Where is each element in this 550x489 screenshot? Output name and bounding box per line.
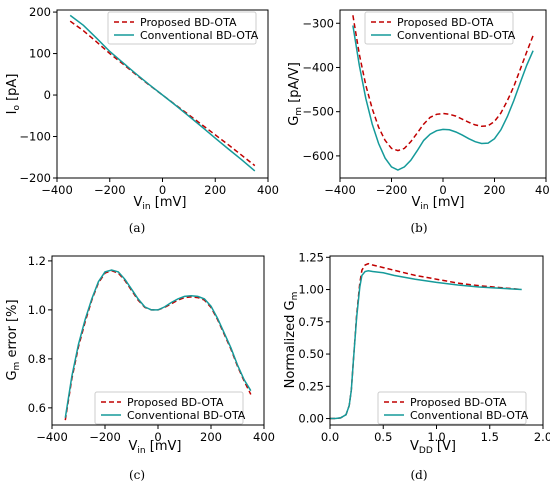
legend-entry-proposed: Proposed BD-OTA <box>397 16 494 29</box>
legend-box <box>94 391 244 425</box>
legend-entry-conventional: Conventional BD-OTA <box>397 29 516 42</box>
x-tick-label: 400 <box>257 183 279 197</box>
x-tick-label: −200 <box>89 430 121 444</box>
y-tick-label: 0.8 <box>28 352 46 366</box>
y-tick-label: 0.75 <box>298 315 324 329</box>
legend-entry-proposed: Proposed BD-OTA <box>140 16 237 29</box>
legend-entry-conventional: Conventional BD-OTA <box>410 409 529 422</box>
y-tick-label: 1.00 <box>298 283 324 297</box>
panel-caption: (b) <box>410 221 427 235</box>
y-tick-label: 100 <box>29 47 51 61</box>
y-axis-label: Normalized Gm <box>283 292 300 389</box>
y-tick-label: −400 <box>302 60 334 74</box>
series-line-proposed <box>352 15 534 152</box>
legend-entry-proposed: Proposed BD-OTA <box>127 396 224 409</box>
y-tick-label: 1.0 <box>28 303 46 317</box>
series-line-proposed <box>69 20 256 167</box>
chart-panel-c: −400 −200 0 200 400 0.6 0.8 1.0 1.2 Vin [mV] Gm er… <box>5 254 275 482</box>
panel-caption: (d) <box>410 468 427 482</box>
panel-caption: (c) <box>129 468 145 482</box>
y-tick-label: −500 <box>302 105 334 119</box>
x-tick-label: 2.0 <box>534 430 550 444</box>
legend-box <box>377 391 527 425</box>
y-axis-label: Gm [pA/V] <box>287 62 304 126</box>
x-tick-label: 200 <box>204 183 226 197</box>
legend-box <box>364 11 514 45</box>
chart-panel-d: 0.0 0.5 1.0 1.5 2.0 0.00 0.25 0.50 0.75 1.00 1.25 V… <box>283 250 550 482</box>
x-axis-label: Vin [mV] <box>129 439 182 456</box>
x-tick-label: 0 <box>159 183 166 197</box>
series-line-conventional <box>330 270 522 420</box>
y-axis-label: Gm error [%] <box>5 299 22 380</box>
x-tick-label: −400 <box>36 430 68 444</box>
y-tick-label: −300 <box>302 16 334 30</box>
y-tick-label: 0 <box>44 88 51 102</box>
x-tick-label: 1.5 <box>481 430 499 444</box>
x-tick-label: 400 <box>253 430 275 444</box>
x-tick-label: 200 <box>200 430 222 444</box>
y-tick-label: 0.25 <box>298 379 324 393</box>
legend-entry-proposed: Proposed BD-OTA <box>410 396 507 409</box>
legend-entry-conventional: Conventional BD-OTA <box>140 29 259 42</box>
x-axis-label: VDD [V] <box>410 439 456 456</box>
y-tick-label: 0.6 <box>28 401 46 415</box>
y-tick-label: −200 <box>19 171 51 185</box>
x-tick-label: 0.0 <box>321 430 339 444</box>
x-tick-label: −200 <box>94 183 126 197</box>
x-tick-label: −400 <box>41 183 73 197</box>
y-tick-label: 1.2 <box>28 254 46 268</box>
x-axis-label: Vin [mV] <box>412 195 465 212</box>
chart-panel-b: −400 −200 0 200 400 −600 −500 −400 −300 Vin [mV] G… <box>287 9 550 235</box>
series-line-conventional <box>64 269 252 418</box>
x-tick-label: −400 <box>324 183 356 197</box>
x-tick-label: 1.0 <box>427 430 445 444</box>
panel-caption: (a) <box>129 221 146 235</box>
y-tick-label: −100 <box>19 130 51 144</box>
x-tick-label: 0 <box>154 430 161 444</box>
x-tick-label: −200 <box>376 183 408 197</box>
x-tick-label: 0.5 <box>374 430 392 444</box>
y-tick-label: 0.00 <box>298 412 324 426</box>
y-tick-label: 0.50 <box>298 347 324 361</box>
x-tick-label: 200 <box>484 183 506 197</box>
legend-box <box>107 11 257 45</box>
x-axis-label: Vin [mV] <box>134 195 187 212</box>
y-tick-label: 1.25 <box>298 250 324 264</box>
series-line-conventional <box>69 14 256 172</box>
series-line-conventional <box>352 25 534 171</box>
y-axis-label: Io [pA] <box>5 74 22 115</box>
x-tick-label: 0 <box>439 183 446 197</box>
y-tick-label: 200 <box>29 5 51 19</box>
x-tick-label: 400 <box>535 183 550 197</box>
y-tick-label: −600 <box>302 149 334 163</box>
legend-entry-conventional: Conventional BD-OTA <box>127 409 246 422</box>
